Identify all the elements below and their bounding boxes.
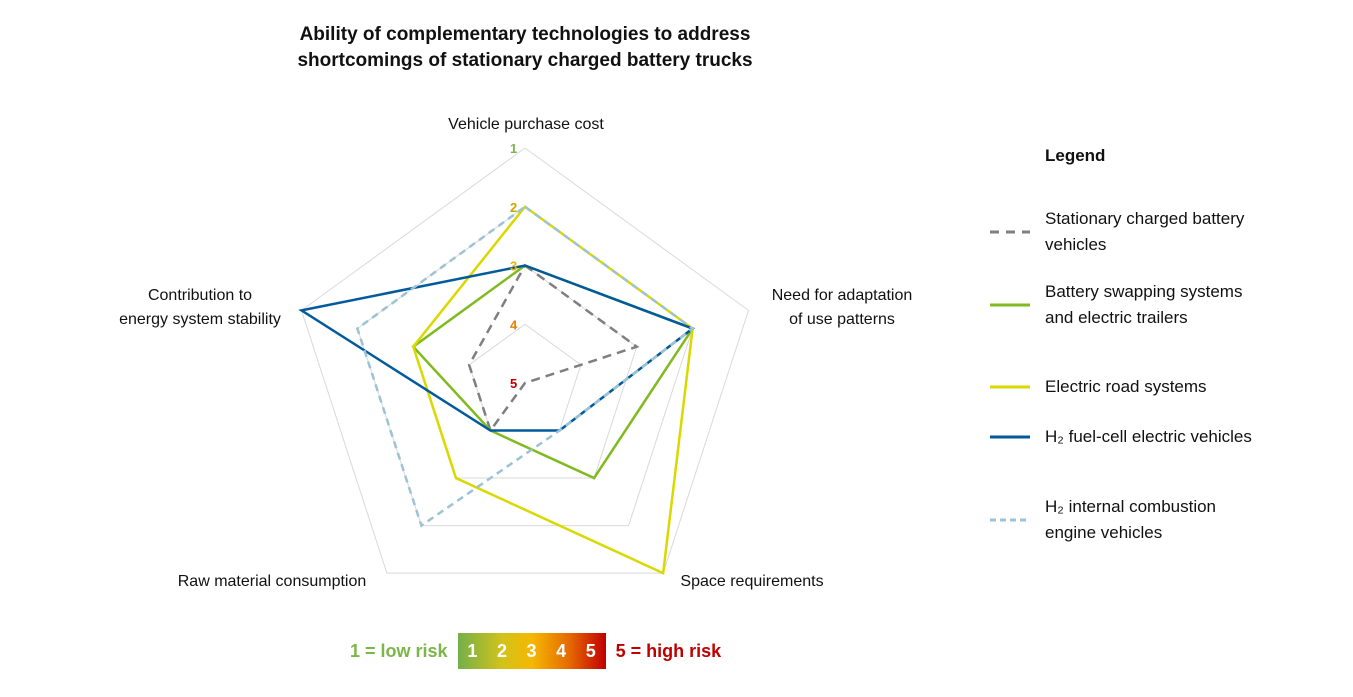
legend-swatch	[990, 303, 1030, 307]
axis-label-line: Vehicle purchase cost	[448, 116, 604, 133]
chart-title: Ability of complementary technologies to…	[200, 22, 850, 74]
risk-step: 4	[556, 640, 567, 661]
high-risk-label: 5 = high risk	[615, 640, 722, 661]
axis-label-energy-stability: Contribution to energy system stability	[80, 284, 320, 332]
axis-label-line: of use patterns	[789, 311, 895, 328]
legend-swatch	[990, 518, 1030, 522]
low-risk-label: 1 = low risk	[350, 640, 448, 661]
legend-swatch	[990, 230, 1030, 234]
axis-label-line: Need for adaptation	[771, 287, 913, 304]
axis-label-line: Contribution to	[147, 287, 253, 304]
axis-label-space: Space requirements	[632, 570, 872, 594]
title-line-2: shortcomings of stationary charged batte…	[297, 50, 753, 71]
axis-label-use-patterns: Need for adaptation of use patterns	[722, 284, 962, 332]
legend-swatch	[990, 435, 1030, 439]
legend-label: Electric road systems	[1045, 377, 1207, 396]
legend-item: H₂ internal combustion engine vehicles	[990, 494, 1290, 546]
risk-step: 5	[585, 640, 596, 661]
legend-label: H₂ fuel-cell electric vehicles	[1045, 427, 1252, 446]
risk-step: 3	[526, 640, 537, 661]
ring-label: 3	[510, 259, 517, 274]
grid-ring	[300, 147, 750, 574]
axis-label-purchase-cost: Vehicle purchase cost	[406, 113, 646, 137]
axis-label-line: Raw material consumption	[177, 573, 367, 590]
legend-item: H₂ fuel-cell electric vehicles	[990, 424, 1290, 450]
risk-gradient-bar: 1 2 3 4 5	[457, 633, 606, 669]
series-line	[355, 205, 695, 528]
legend-title: Legend	[1045, 146, 1106, 165]
risk-scale: 1 = low risk 1 2 3 4 5 5 = high risk	[350, 633, 721, 669]
legend-swatch	[990, 385, 1030, 389]
ring-label: 2	[510, 200, 517, 215]
axis-label-line: energy system stability	[119, 311, 281, 328]
legend-item: Electric road systems	[990, 374, 1290, 400]
legend-label: Battery swapping systems and electric tr…	[1045, 282, 1243, 327]
ring-label: 1	[510, 141, 517, 156]
legend-item: Stationary charged battery vehicles	[990, 206, 1290, 258]
series-line	[467, 263, 640, 434]
axis-label-line: Space requirements	[680, 573, 824, 590]
axis-label-raw-material: Raw material consumption	[152, 570, 392, 594]
risk-step: 1	[467, 640, 478, 661]
risk-step: 2	[496, 640, 507, 661]
ring-label: 5	[510, 376, 517, 391]
legend-item: Battery swapping systems and electric tr…	[990, 279, 1290, 331]
title-line-1: Ability of complementary technologies to…	[299, 24, 751, 45]
ring-label: 4	[510, 317, 518, 332]
series-line	[298, 264, 696, 432]
legend-label: H₂ internal combustion engine vehicles	[1045, 497, 1217, 542]
legend-label: Stationary charged battery vehicles	[1045, 209, 1245, 254]
